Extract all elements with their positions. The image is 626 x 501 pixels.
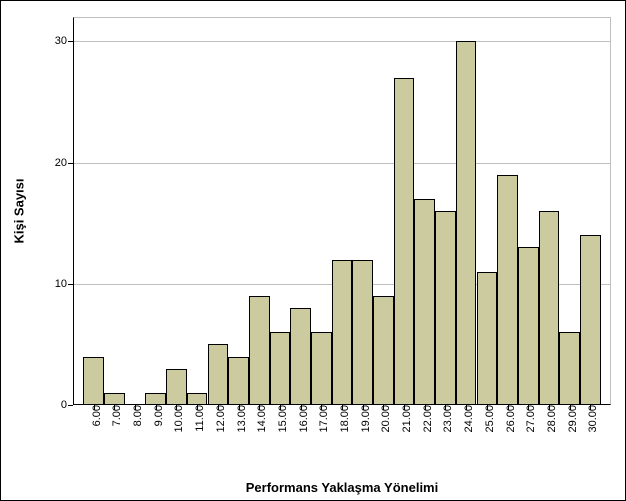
x-tick-label: 14.00 (250, 405, 268, 433)
plot-area: 01020306.007.008.009.0010.0011.0012.0013… (73, 17, 611, 405)
histogram-bar (228, 357, 249, 406)
x-tick-label: 7.00 (105, 405, 123, 426)
x-tick-label: 17.00 (312, 405, 330, 433)
histogram-bar (208, 344, 229, 405)
x-tick-label: 20.00 (374, 405, 392, 433)
x-tick-label: 30.00 (581, 405, 599, 433)
x-tick-label: 13.00 (230, 405, 248, 433)
histogram-bar (187, 393, 208, 405)
x-tick-label: 11.00 (188, 405, 206, 432)
histogram-bar (580, 235, 601, 405)
x-tick-label: 26.00 (499, 405, 517, 433)
x-tick-label: 6.00 (85, 405, 103, 426)
histogram-bar (83, 357, 104, 406)
histogram-bar (518, 247, 539, 405)
histogram-bar (414, 199, 435, 405)
x-tick-label: 28.00 (540, 405, 558, 433)
histogram-bar (145, 393, 166, 405)
y-tick-label: 10 (55, 278, 73, 290)
x-tick-label: 19.00 (354, 405, 372, 433)
histogram-bar (332, 260, 353, 406)
histogram-bar (394, 78, 415, 405)
x-tick-label: 9.00 (147, 405, 165, 426)
histogram-bar (352, 260, 373, 406)
x-tick-label: 8.00 (126, 405, 144, 426)
chart-frame: 0 10 20 30 6.007.008.009.0010.0011.0012.0013… (0, 0, 626, 501)
x-tick-label: 23.00 (436, 405, 454, 433)
histogram-bar (373, 296, 394, 405)
x-tick-label: 15.00 (271, 405, 289, 433)
x-tick-label: 12.00 (209, 405, 227, 433)
histogram-bar (166, 369, 187, 405)
y-tick-label: 0 (61, 399, 73, 411)
x-tick-label: 22.00 (416, 405, 434, 433)
y-gridline (73, 41, 611, 42)
y-gridline (73, 163, 611, 164)
y-axis-title: Kişi Sayısı (12, 178, 27, 243)
y-tick-label: 30 (55, 35, 73, 47)
histogram-bar (311, 332, 332, 405)
x-tick-label: 25.00 (478, 405, 496, 433)
histogram-bar (539, 211, 560, 405)
histogram-bar (270, 332, 291, 405)
histogram-bar (435, 211, 456, 405)
x-tick-label: 10.00 (167, 405, 185, 433)
histogram-bar (559, 332, 580, 405)
x-tick-label: 27.00 (519, 405, 537, 433)
x-tick-label: 24.00 (457, 405, 475, 433)
x-tick-label: 18.00 (333, 405, 351, 433)
histogram-bar (249, 296, 270, 405)
histogram-bar (456, 41, 477, 405)
x-tick-label: 29.00 (561, 405, 579, 433)
x-tick-label: 21.00 (395, 405, 413, 433)
histogram-bar (477, 272, 498, 405)
histogram-bar (104, 393, 125, 405)
x-axis-title: Performans Yaklaşma Yönelimi (246, 480, 438, 495)
y-tick-label: 20 (55, 157, 73, 169)
x-tick-label: 16.00 (292, 405, 310, 433)
histogram-bar (290, 308, 311, 405)
histogram-bar (497, 175, 518, 405)
